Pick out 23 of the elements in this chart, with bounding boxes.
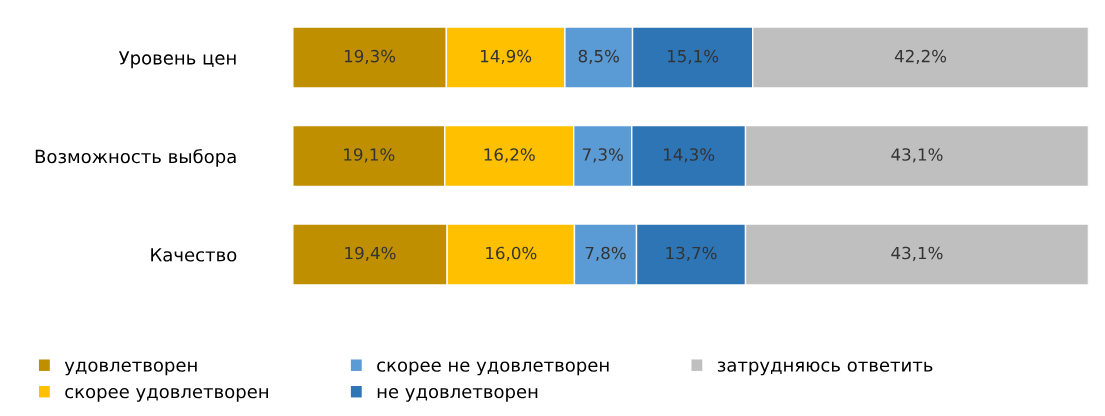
legend-label: затрудняюсь ответить (717, 361, 933, 376)
data-label: 14,3% (663, 148, 715, 163)
data-label: 13,7% (666, 246, 717, 261)
data-label: 19,3% (344, 49, 396, 65)
data-label: 43,1% (891, 148, 943, 163)
y-tick-label: Уровень цен (118, 51, 236, 69)
legend-label: скорее удовлетворен (65, 387, 268, 402)
data-label: 16,0% (486, 246, 537, 261)
data-label: 14,9% (481, 49, 532, 65)
data-label: 19,4% (345, 246, 396, 261)
data-label: 15,1% (667, 49, 719, 65)
y-tick-label: Качество (151, 248, 237, 262)
legend-label: скорее не удовлетворен (377, 361, 609, 376)
data-label: 16,2% (484, 148, 535, 163)
data-label: 7,8% (585, 246, 626, 261)
data-label: 7,3% (582, 148, 623, 163)
legend-label: удовлетворен (64, 361, 197, 376)
legend-label: не удовлетворен (377, 387, 538, 402)
data-label: 19,1% (344, 148, 395, 163)
data-label: 8,5% (578, 49, 619, 65)
data-label: 43,1% (891, 246, 943, 261)
y-tick-label: Возможность выбора (35, 148, 236, 167)
data-label: 42,2% (894, 49, 947, 65)
